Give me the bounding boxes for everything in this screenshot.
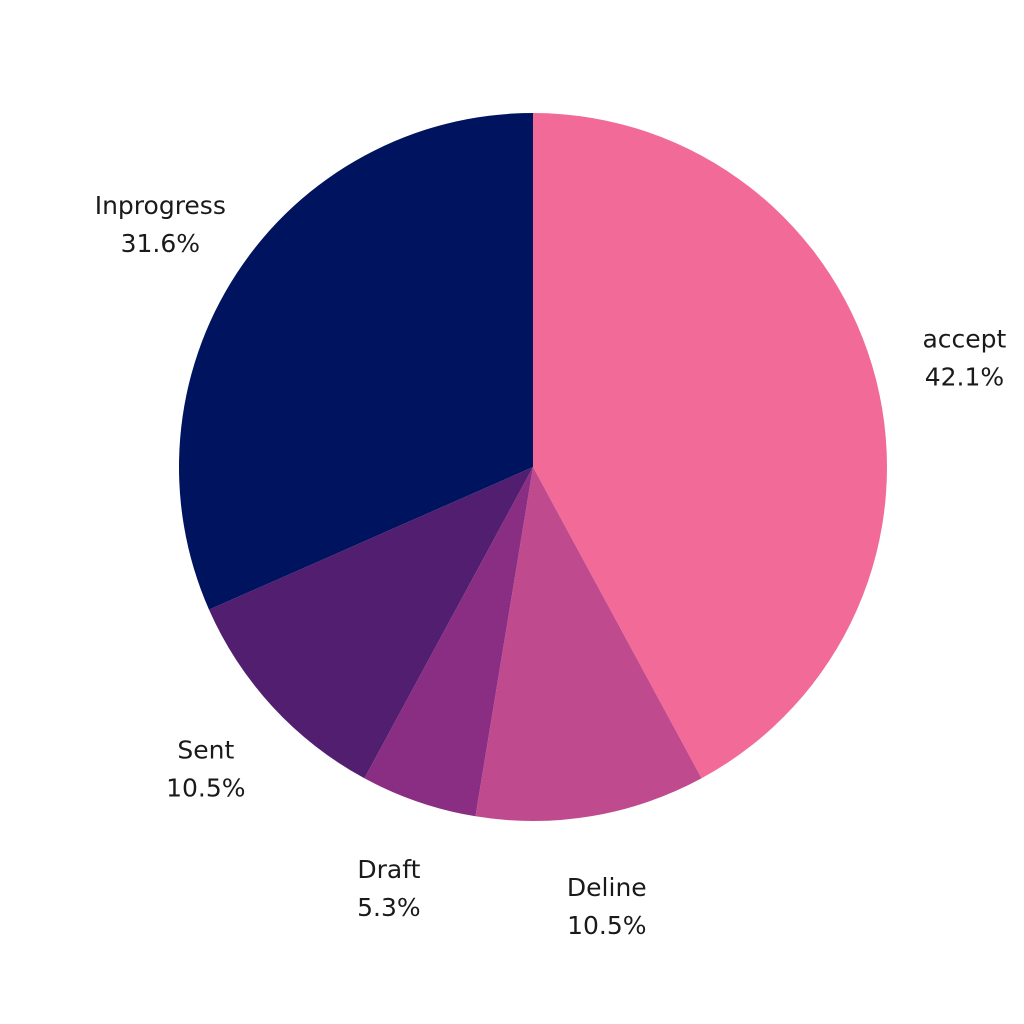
- slice-label-inprogress: Inprogress: [95, 191, 226, 220]
- slice-value-sent: 10.5%: [166, 774, 245, 803]
- slice-value-deline: 10.5%: [567, 911, 646, 940]
- slice-value-inprogress: 31.6%: [121, 229, 200, 258]
- pie-slice-sent: [209, 467, 533, 779]
- slice-label-accept: accept: [922, 325, 1006, 354]
- pie-slice-draft: [364, 467, 533, 817]
- pie-slice-accept: [533, 113, 888, 779]
- pie-slice-deline: [475, 467, 702, 822]
- slice-value-draft: 5.3%: [357, 893, 421, 922]
- pie-slice-inprogress: [178, 113, 533, 610]
- slice-label-deline: Deline: [567, 873, 647, 902]
- slice-value-accept: 42.1%: [925, 363, 1004, 392]
- slice-label-sent: Sent: [177, 736, 234, 765]
- slice-label-draft: Draft: [357, 855, 420, 884]
- pie-labels: accept 42.1% Deline 10.5% Draft 5.3% Sent 10.5%…: [95, 191, 1007, 940]
- pie-slices: [178, 113, 888, 822]
